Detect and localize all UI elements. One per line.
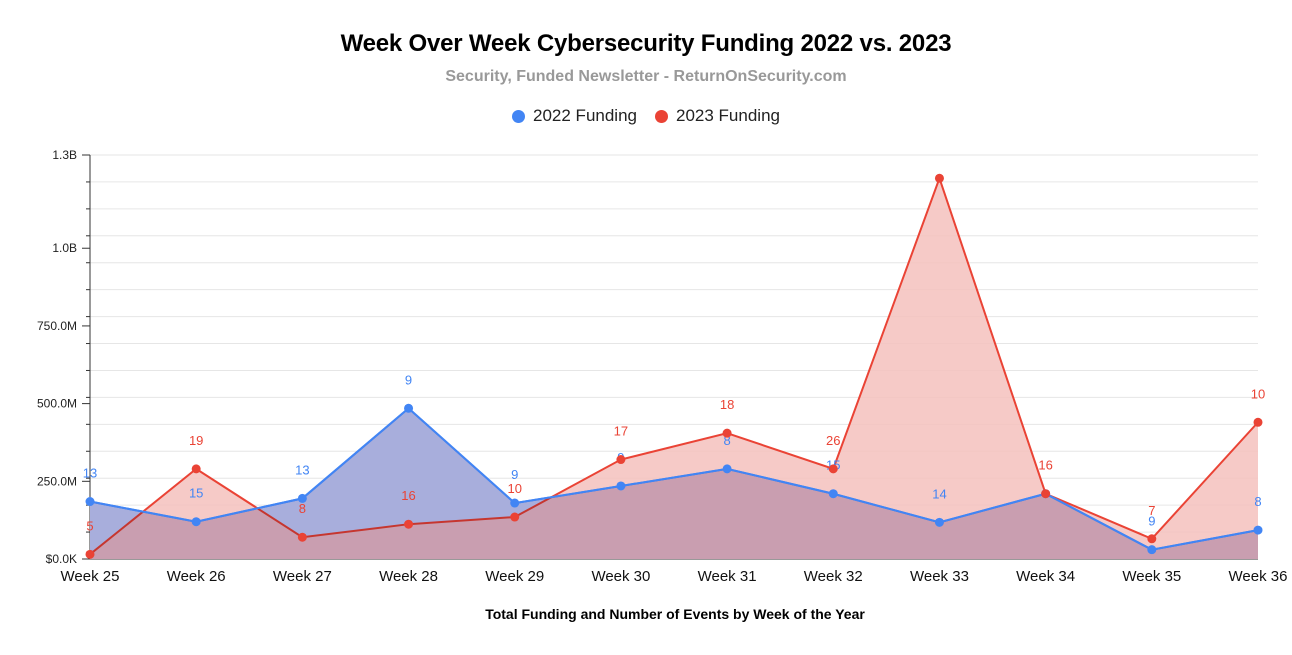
x-tick-label: Week 30 — [591, 568, 650, 585]
data-label: 8 — [299, 501, 306, 516]
data-point — [1253, 525, 1263, 535]
data-label: 16 — [1038, 458, 1052, 473]
x-axis-title: Total Funding and Number of Events by We… — [485, 606, 865, 622]
data-point — [616, 481, 626, 491]
x-tick-label: Week 25 — [61, 568, 120, 585]
legend-label-2022: 2022 Funding — [533, 106, 637, 125]
data-label: 13 — [295, 462, 309, 477]
data-label: 9 — [511, 467, 518, 482]
data-label: 18 — [720, 397, 734, 412]
data-label: 26 — [826, 433, 840, 448]
x-tick-label: Week 28 — [379, 568, 438, 585]
y-tick-label: 1.3B — [52, 148, 77, 162]
overlap-area — [90, 408, 1258, 559]
x-tick-label: Week 27 — [273, 568, 332, 585]
data-point — [1147, 545, 1157, 555]
legend-swatch-2023 — [655, 109, 668, 123]
data-label: 19 — [189, 433, 203, 448]
data-point — [934, 517, 944, 527]
data-point — [828, 464, 838, 474]
data-point — [85, 497, 95, 507]
data-label: 15 — [189, 486, 203, 501]
data-label: 8 — [723, 433, 730, 448]
x-tick-label: Week 35 — [1122, 568, 1181, 585]
data-point — [510, 512, 520, 522]
data-label: 17 — [614, 424, 628, 439]
data-point — [722, 464, 732, 474]
data-label: 10 — [507, 481, 521, 496]
legend: 2022 Funding 2023 Funding — [0, 106, 1292, 126]
x-tick-label: Week 34 — [1016, 568, 1075, 585]
legend-label-2023: 2023 Funding — [676, 106, 780, 125]
data-point — [1041, 489, 1051, 499]
x-tick-label: Week 36 — [1229, 568, 1288, 585]
data-point — [616, 455, 626, 465]
data-label: 8 — [1254, 494, 1261, 509]
y-tick-label: 750.0M — [37, 319, 77, 333]
plot-area: $0.0K 250.0M 500.0M 750.0M 1.0B 1.3B 13 15 13 9 9 9… — [37, 148, 1288, 585]
legend-swatch-2022 — [512, 109, 526, 123]
y-tick-label: 1.0B — [52, 241, 77, 255]
series-line-1-top — [89, 406, 1259, 551]
x-tick-label: Week 31 — [698, 568, 757, 585]
data-label: 13 — [83, 466, 97, 481]
data-point — [722, 428, 732, 438]
chart-title: Week Over Week Cybersecurity Funding 202… — [340, 30, 952, 57]
data-label: 9 — [405, 372, 412, 387]
data-point — [191, 464, 201, 474]
data-point — [1253, 417, 1263, 427]
data-label: 5 — [86, 518, 93, 533]
data-label: 10 — [1251, 386, 1265, 401]
data-point — [510, 498, 520, 508]
data-point — [404, 403, 414, 413]
data-point — [1147, 534, 1157, 544]
chart-subtitle: Security, Funded Newsletter - ReturnOnSe… — [445, 68, 847, 85]
y-tick-label: 250.0M — [37, 474, 77, 488]
legend-item-2022[interactable]: 2022 Funding — [512, 106, 637, 126]
y-tick-label: 500.0M — [37, 397, 77, 411]
y-tick-label: $0.0K — [46, 552, 77, 566]
series-area-2 — [90, 178, 1258, 560]
data-point — [404, 519, 414, 529]
x-tick-label: Week 29 — [485, 568, 544, 585]
data-label: 14 — [932, 486, 946, 501]
x-tick-label: Week 32 — [804, 568, 863, 585]
data-label: 7 — [1148, 503, 1155, 518]
data-point — [85, 549, 95, 559]
x-tick-label: Week 26 — [167, 568, 226, 585]
data-point — [828, 489, 838, 499]
data-point — [297, 532, 307, 542]
x-tick-label: Week 33 — [910, 568, 969, 585]
data-label: 9 — [1148, 514, 1155, 529]
data-point — [934, 173, 944, 183]
data-point — [191, 517, 201, 527]
data-point — [297, 493, 307, 503]
legend-item-2023[interactable]: 2023 Funding — [655, 106, 780, 126]
data-label: 16 — [401, 488, 415, 503]
